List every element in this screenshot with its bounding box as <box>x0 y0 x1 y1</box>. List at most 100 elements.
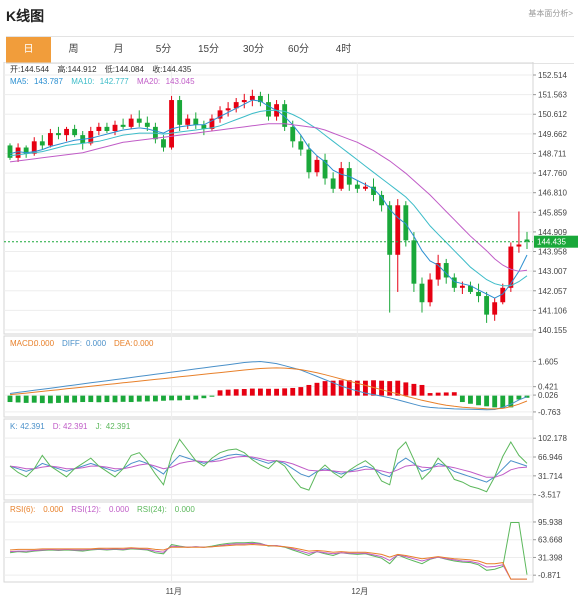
rsi-tick-label: 63.668 <box>538 536 563 545</box>
macd-bar <box>47 395 53 404</box>
macd-bar <box>169 395 174 401</box>
tab-0[interactable]: 日 <box>6 37 51 63</box>
ohlc-value: 144.435 <box>162 65 191 74</box>
x-axis-label: 11月 <box>166 587 182 596</box>
candle-body <box>47 133 53 146</box>
macd-bar <box>419 384 425 396</box>
candle-body <box>15 147 21 158</box>
macd-tick-label: 1.605 <box>538 357 559 366</box>
ohlc-value: 144.084 <box>115 65 144 74</box>
candle-body <box>314 159 320 173</box>
rsi-legend-value: 0.000 <box>109 505 130 514</box>
macd-bar <box>500 395 506 409</box>
kdj-legend-value: 42.391 <box>106 422 131 431</box>
rsi-legend-value: 0.000 <box>43 505 64 514</box>
rsi-legend-value: 0.000 <box>175 505 196 514</box>
fundamental-analysis-link[interactable]: 基本面分析> <box>528 9 573 18</box>
candle-body <box>120 124 126 127</box>
current-price-value: 144.435 <box>537 238 566 247</box>
macd-bar <box>185 395 191 400</box>
candle-body <box>468 285 473 292</box>
rsi-tick-label: 95.938 <box>538 518 563 527</box>
macd-bar <box>201 395 207 399</box>
candle-body <box>443 263 449 278</box>
tab-7[interactable]: 4时 <box>335 44 352 55</box>
price-tick-label: 147.760 <box>538 169 567 178</box>
macd-bar <box>492 395 498 408</box>
kdj-tick-label: 31.714 <box>538 472 563 481</box>
ma5-line <box>9 99 528 299</box>
macd-bar <box>516 395 522 400</box>
candle-body <box>64 128 69 136</box>
candle-body <box>387 205 393 255</box>
price-tick-label: 148.711 <box>538 149 567 158</box>
macd-bar <box>7 395 13 403</box>
kdj-k-line <box>9 453 528 483</box>
ohlc-label: 开: <box>10 65 20 74</box>
candle-body <box>330 178 336 189</box>
macd-bar <box>23 395 29 403</box>
macd-bar <box>395 380 401 396</box>
tab-1[interactable]: 周 <box>68 44 79 55</box>
macd-bar <box>403 382 409 396</box>
tab-5[interactable]: 30分 <box>242 44 265 55</box>
candle-body <box>31 141 37 154</box>
kdj-tick-label: 66.946 <box>538 453 563 462</box>
macd-bar <box>80 395 86 403</box>
candle-body <box>484 296 490 315</box>
macd-legend-value: 0.000 <box>86 339 107 348</box>
macd-bar <box>427 393 433 396</box>
candle-body <box>193 118 199 125</box>
macd-bar <box>257 388 263 396</box>
macd-bar <box>144 395 150 402</box>
candle-body <box>459 285 465 288</box>
price-tick-label: 152.514 <box>538 71 567 80</box>
tab-3[interactable]: 5分 <box>155 44 172 55</box>
tab-4[interactable]: 15分 <box>197 44 220 55</box>
macd-bar <box>120 395 126 402</box>
panel-frame-1 <box>3 335 534 418</box>
candle-body <box>241 100 247 103</box>
tab-6[interactable]: 60分 <box>287 44 310 55</box>
macd-bar <box>484 395 490 407</box>
macd-bar <box>249 388 255 396</box>
panel-frame-3 <box>3 501 534 583</box>
tab-2[interactable]: 月 <box>113 44 124 55</box>
macd-bar <box>15 395 21 403</box>
candle-body <box>161 139 166 148</box>
ma20-line <box>9 123 528 272</box>
candle-body <box>290 126 296 142</box>
candle-body <box>419 283 425 303</box>
kdj-legend-label: D: <box>53 422 61 431</box>
macd-bar <box>435 392 441 396</box>
candle-body <box>7 145 13 158</box>
macd-bar <box>322 381 328 396</box>
macd-bar <box>112 395 118 403</box>
candle-body <box>56 133 61 136</box>
page-title: K线图 <box>6 8 45 24</box>
candle-body <box>476 291 481 297</box>
price-tick-label: 142.057 <box>538 287 567 296</box>
macd-dea-line <box>9 367 528 410</box>
candle-body <box>201 124 207 129</box>
macd-bar <box>161 395 166 401</box>
rsi-legend-label: RSI(12): <box>71 505 101 514</box>
macd-bar <box>508 395 514 408</box>
candle-body <box>371 186 376 195</box>
candle-body <box>233 102 239 109</box>
candle-body <box>411 240 417 284</box>
macd-bar <box>88 395 94 403</box>
ohlc-label: 低: <box>105 64 115 74</box>
candle-body <box>136 118 142 123</box>
macd-bar <box>233 389 239 396</box>
candle-body <box>354 184 360 189</box>
macd-bar <box>298 387 304 396</box>
macd-bar <box>330 380 336 396</box>
macd-legend-label: MACD: <box>10 339 36 348</box>
candle-body <box>500 287 506 303</box>
macd-bar <box>346 380 352 396</box>
kline-chart: 11月 12月 152.514 151.563 150.612 149.662 148.71… <box>3 62 578 596</box>
rsi-tick-label: -0.871 <box>538 571 561 580</box>
macd-bar <box>209 395 215 397</box>
candle-body <box>492 302 498 315</box>
